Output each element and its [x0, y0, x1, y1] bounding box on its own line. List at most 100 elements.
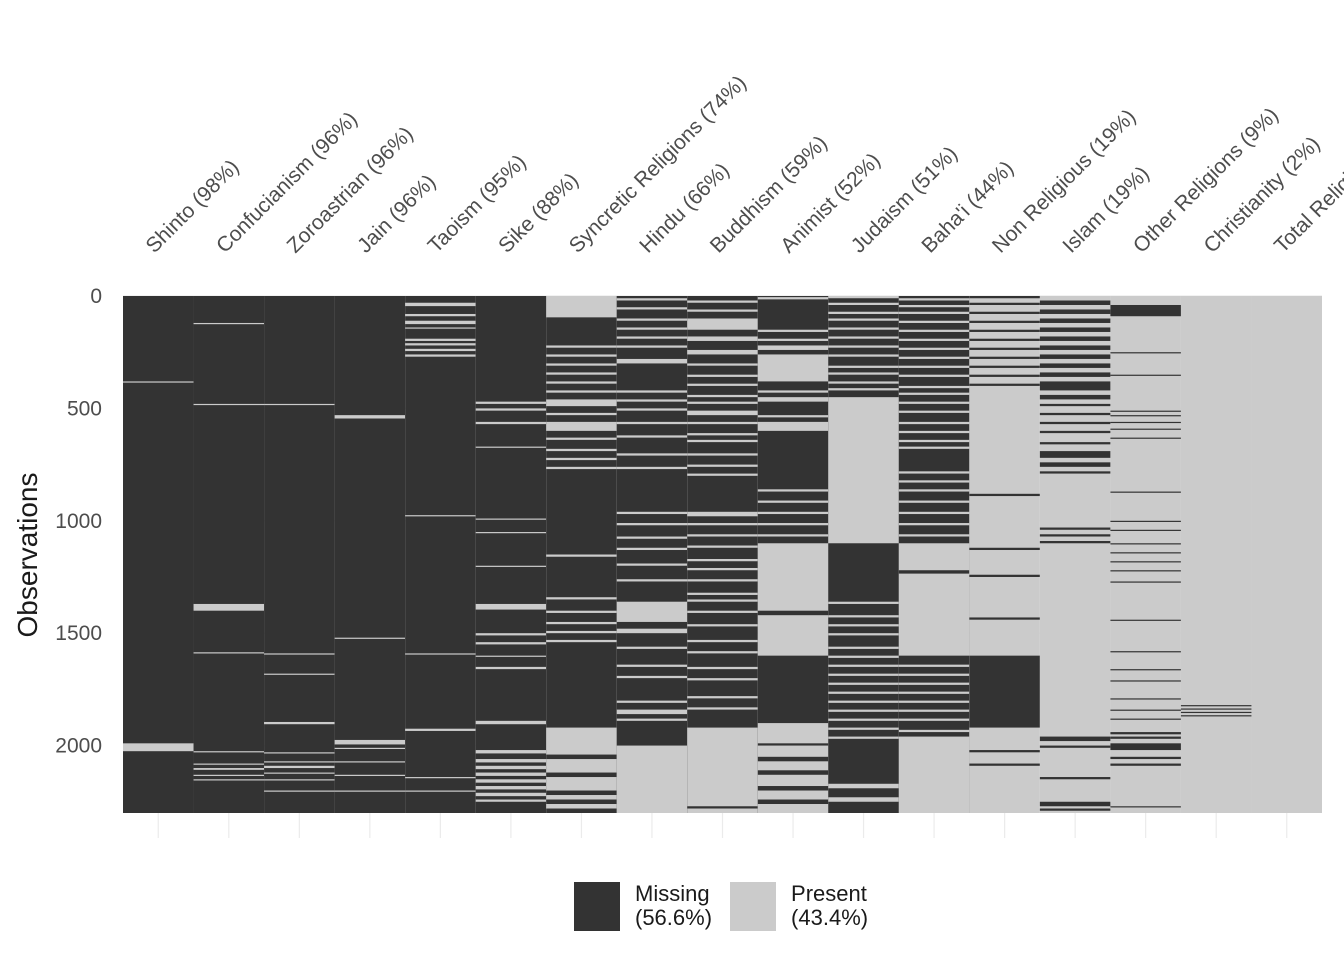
present-band — [546, 621, 617, 625]
present-band — [616, 435, 688, 438]
present-band — [687, 678, 758, 681]
missing-band — [1039, 394, 1111, 400]
present-band — [616, 536, 688, 539]
column-base-tile — [334, 296, 406, 813]
missing-band — [1039, 381, 1111, 391]
missing-band — [1110, 680, 1181, 682]
missing-band — [1039, 336, 1111, 341]
present-band — [546, 363, 617, 366]
present-band — [828, 736, 899, 739]
present-band — [616, 646, 688, 649]
missing-band — [1110, 651, 1181, 653]
present-band — [687, 439, 758, 443]
present-band — [757, 543, 829, 611]
present-band — [828, 327, 899, 330]
present-band — [193, 774, 265, 776]
present-band — [757, 489, 829, 492]
missing-band — [1039, 363, 1111, 368]
present-band — [334, 774, 406, 776]
present-band — [475, 720, 547, 725]
present-band — [405, 320, 476, 325]
present-band — [264, 403, 335, 406]
present-band — [687, 363, 758, 366]
missing-band — [969, 617, 1040, 620]
present-band — [687, 374, 758, 377]
present-band — [687, 545, 758, 548]
present-band — [757, 297, 829, 300]
y-tick-label: 500 — [67, 397, 102, 420]
missing-band — [1110, 736, 1181, 739]
column-base-tile — [475, 296, 547, 813]
present-band — [475, 786, 547, 790]
column-base-tile — [1251, 296, 1322, 813]
present-band — [546, 399, 617, 407]
y-tick-label: 1000 — [55, 510, 102, 533]
present-band — [334, 739, 406, 745]
present-band — [475, 603, 547, 610]
present-band — [687, 300, 758, 303]
present-band — [475, 765, 547, 770]
missing-band — [969, 302, 1040, 305]
present-band — [475, 759, 547, 763]
present-band — [475, 421, 547, 425]
missing-band — [1039, 541, 1111, 544]
present-band — [616, 336, 688, 339]
missing-band — [1110, 529, 1181, 531]
present-band — [405, 313, 476, 317]
present-band — [616, 408, 688, 411]
missing-band — [1110, 428, 1181, 430]
missing-band — [1110, 520, 1181, 522]
present-band — [405, 790, 476, 792]
present-band — [898, 298, 970, 301]
present-band — [546, 610, 617, 613]
present-band — [898, 718, 970, 721]
present-band — [898, 700, 970, 703]
present-band — [898, 664, 970, 667]
present-band — [405, 302, 476, 307]
present-band — [687, 579, 758, 582]
present-band — [687, 523, 758, 526]
missing-band — [1110, 806, 1181, 808]
present-band — [264, 721, 335, 725]
present-band — [475, 408, 547, 411]
missing-band — [969, 655, 1040, 728]
present-band — [193, 603, 265, 611]
present-band — [546, 777, 617, 791]
present-band — [475, 799, 547, 802]
missing-band — [1039, 777, 1111, 780]
missing-band — [1110, 437, 1181, 439]
present-band — [898, 446, 970, 449]
present-band — [898, 347, 970, 350]
present-band — [828, 336, 899, 339]
present-band — [687, 421, 758, 425]
present-band — [757, 615, 829, 656]
present-band — [616, 307, 688, 310]
missing-band — [1039, 801, 1111, 807]
missing-band — [1110, 756, 1181, 760]
present-band — [616, 675, 688, 679]
present-band — [334, 637, 406, 639]
present-band — [687, 696, 758, 699]
missing-band — [969, 347, 1040, 350]
present-band — [898, 421, 970, 425]
present-band — [687, 707, 758, 710]
missing-band — [1180, 705, 1252, 707]
present-band — [828, 718, 899, 721]
present-band — [757, 774, 829, 787]
missing-band — [1110, 619, 1181, 621]
legend-item-present: Present (43.4%) — [730, 882, 868, 931]
present-band — [193, 652, 265, 654]
missing-band — [969, 763, 1040, 766]
present-band — [616, 547, 688, 551]
present-band — [828, 727, 899, 730]
present-band — [616, 563, 688, 566]
column-label: Zoroastrian (96%) — [283, 122, 418, 257]
y-tick-label: 2000 — [55, 735, 102, 758]
present-band — [546, 437, 617, 440]
present-band — [264, 772, 335, 774]
present-band — [757, 500, 829, 503]
present-band — [264, 765, 335, 769]
present-band — [546, 630, 617, 634]
missing-band — [1110, 570, 1181, 572]
missing-band — [1039, 372, 1111, 377]
